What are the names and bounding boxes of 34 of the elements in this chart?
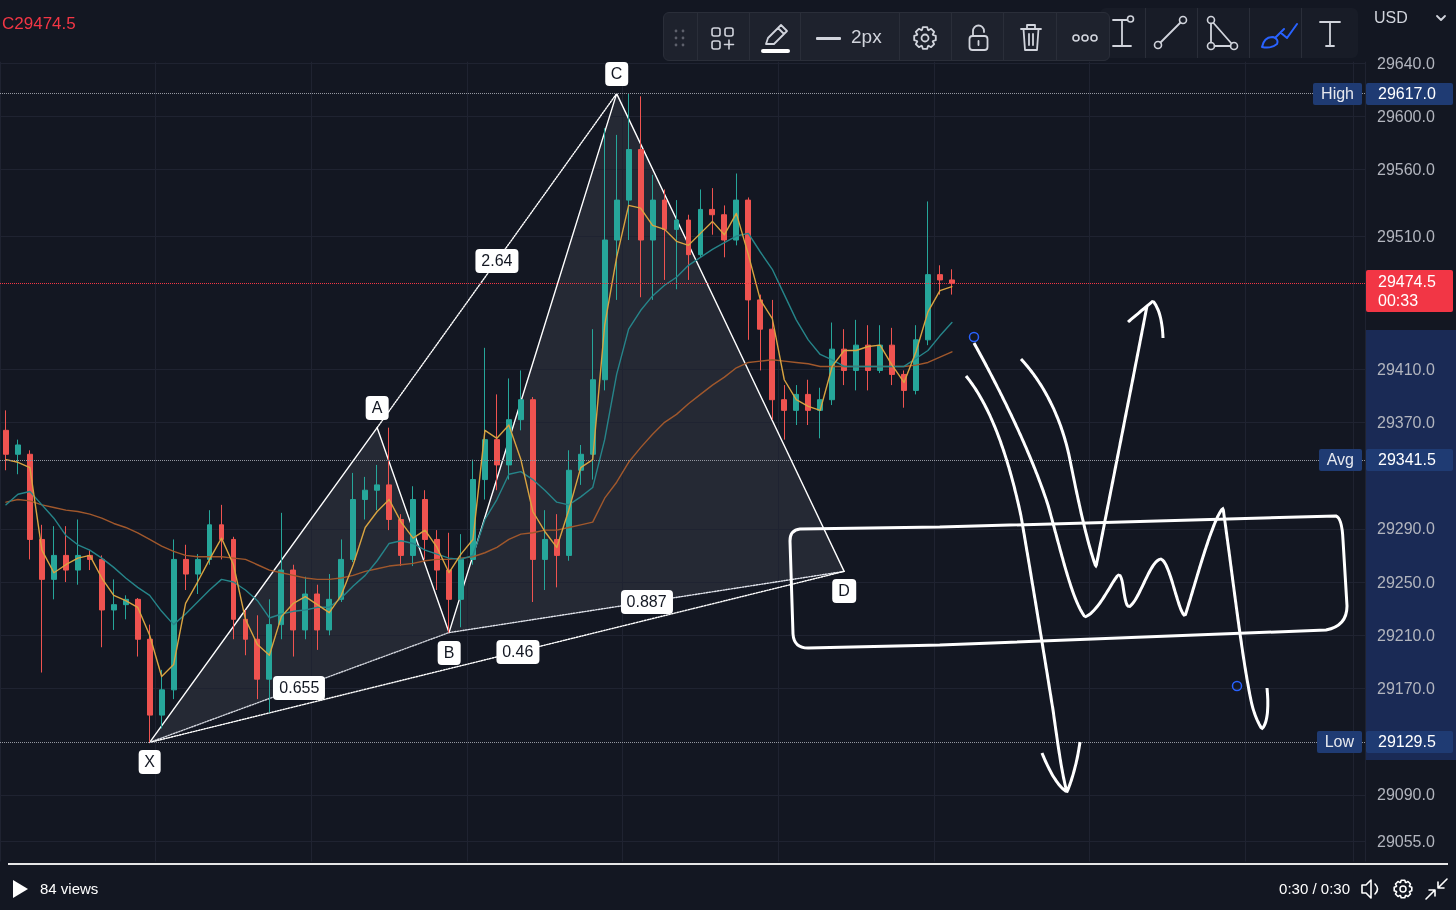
text: 84 views [40,880,99,897]
series-label: 0.46 [496,639,540,664]
y-tick-label: 29250.0 [1377,573,1435,591]
series-label: 0.655 [273,675,326,700]
data-label: B [437,640,461,665]
text: 00:33 [1378,291,1420,311]
y-tick-label: 29090.0 [1377,786,1435,804]
y-axis-title: USD [1374,9,1408,27]
ref-line-label: High [1313,82,1362,105]
y-tick-label: 29370.0 [1377,413,1435,431]
ref-line-label: 29474.5 [1378,272,1437,292]
text: C29474.5 [2,14,76,34]
series-label: 0.887 [620,589,673,614]
y-tick-label: 29290.0 [1377,520,1435,538]
y-tick-label: 29210.0 [1377,626,1435,644]
series-label: 2.64 [475,248,519,273]
text: 29617.0 [1366,82,1453,105]
text: 29129.5 [1366,731,1453,754]
y-tick-label: 29055.0 [1377,833,1435,851]
ref-line-label: Low [1316,731,1362,754]
y-tick-label: 29640.0 [1377,54,1435,72]
data-label: X [138,750,161,775]
y-tick-label: 29560.0 [1377,160,1435,178]
text: 2px [851,26,882,48]
text: 29341.5 [1366,449,1453,472]
data-label: D [832,579,856,604]
y-tick-label: 29510.0 [1377,227,1435,245]
data-label: A [365,395,389,420]
text: 0:30 / 0:30 [1279,880,1350,897]
y-tick-label: 29170.0 [1377,680,1435,697]
data-label: C [604,61,629,86]
ref-line-label: Avg [1318,449,1362,472]
y-tick-label: 29410.0 [1377,360,1435,378]
y-tick-label: 29600.0 [1377,107,1435,125]
